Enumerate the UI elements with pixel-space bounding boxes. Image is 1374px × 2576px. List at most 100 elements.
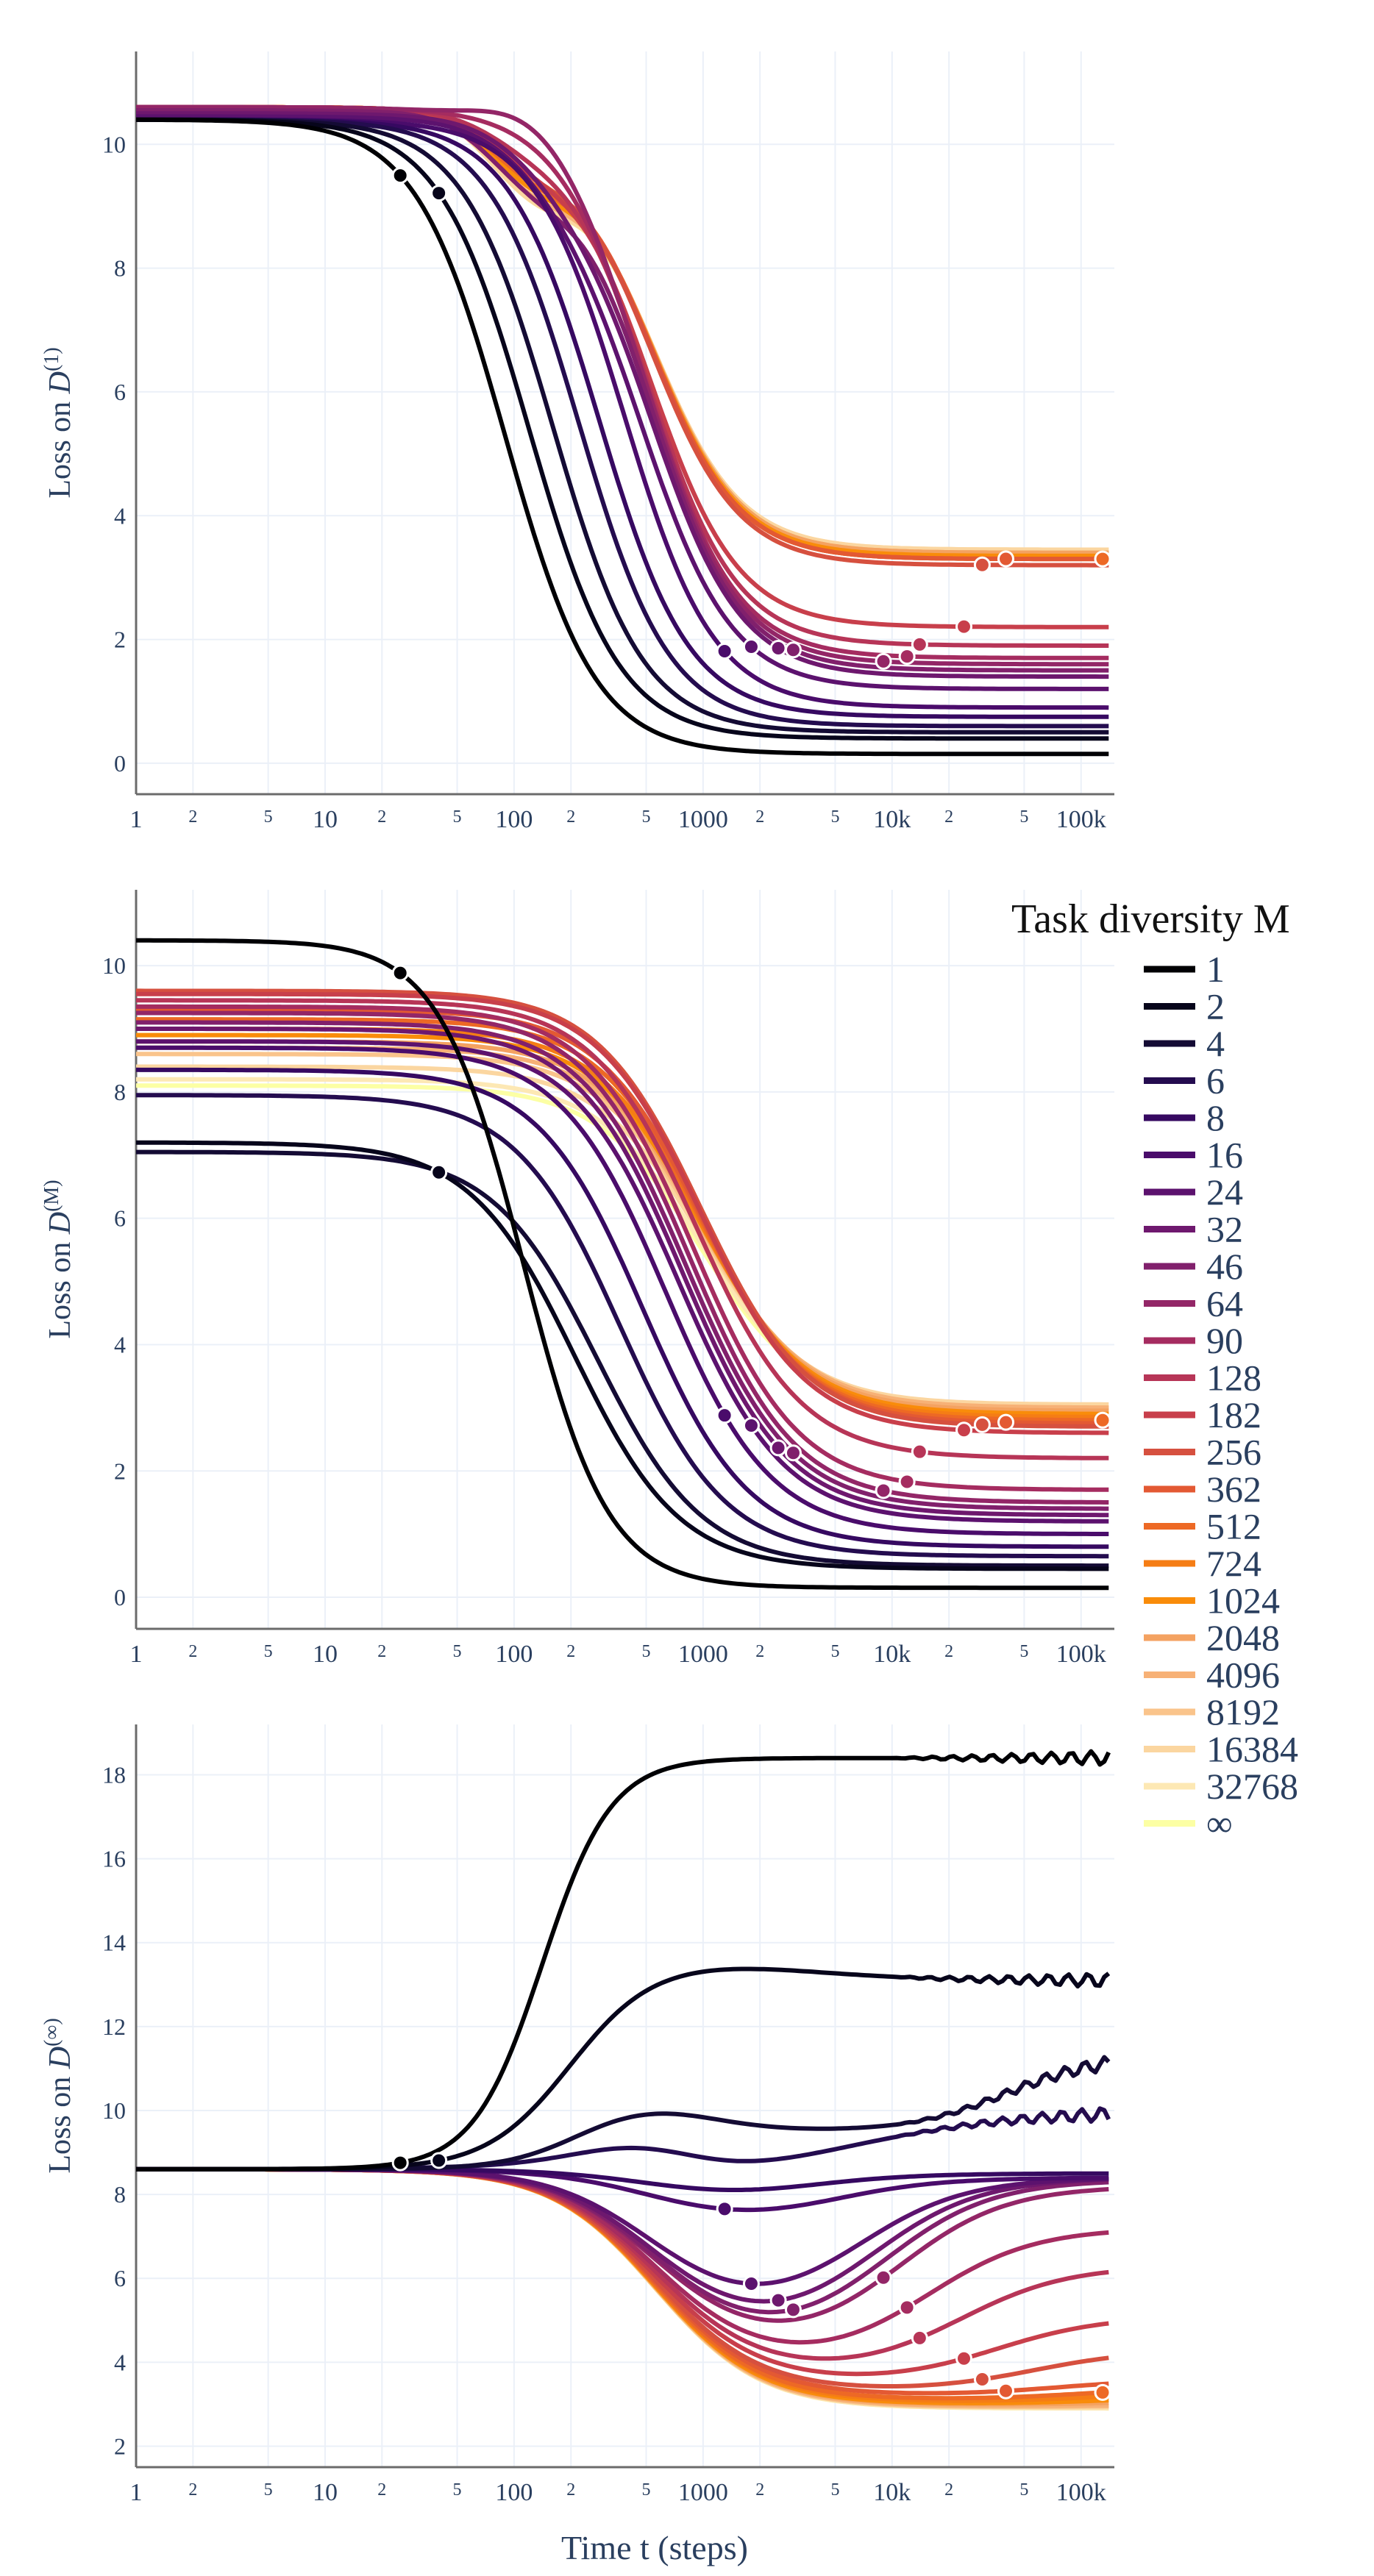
x-tick-label: 5 bbox=[1019, 2480, 1028, 2500]
y-tick-label: 6 bbox=[114, 2265, 126, 2291]
series-line-M-46 bbox=[136, 1020, 1109, 1511]
x-tick-label: 2 bbox=[188, 1642, 197, 1661]
x-tick-label: 100k bbox=[1056, 806, 1106, 833]
legend-label: 2048 bbox=[1206, 1617, 1280, 1658]
x-tick-label: 10 bbox=[313, 806, 338, 833]
legend-label: 182 bbox=[1206, 1394, 1261, 1435]
transition-marker bbox=[875, 1482, 892, 1499]
x-tick-label: 5 bbox=[642, 807, 651, 827]
transition-marker bbox=[742, 2275, 760, 2293]
panel-loss-d1: 1 2 5 10 2 5 100 2 5 1000 2 5 10k 2 5 100k 0 2 4 6 8 10 Loss o… bbox=[40, 51, 1114, 833]
series-line-M-4 bbox=[136, 117, 1109, 735]
y-tick-label: 6 bbox=[114, 1205, 126, 1232]
x-tick-label: 100k bbox=[1056, 1641, 1106, 1668]
legend-label: 90 bbox=[1206, 1320, 1243, 1361]
transition-marker bbox=[391, 167, 409, 185]
y-tick-label: 8 bbox=[114, 255, 126, 282]
series-line-M-2048 bbox=[136, 2166, 1109, 2407]
series-line-M-90 bbox=[136, 1004, 1109, 1492]
y-axis-label: Loss on D(∞) bbox=[40, 2018, 77, 2173]
transition-marker bbox=[973, 556, 991, 574]
y-axis-label: Loss on D(M) bbox=[40, 1180, 77, 1338]
series-line-M-182 bbox=[136, 991, 1109, 1435]
series-line-M-6 bbox=[136, 1093, 1109, 1559]
series-line-M-16384 bbox=[136, 2166, 1109, 2410]
series-line-M-1 bbox=[136, 938, 1109, 1591]
x-tick-label: 2 bbox=[944, 2480, 953, 2500]
transition-marker bbox=[430, 1163, 448, 1181]
transition-marker bbox=[898, 1473, 916, 1491]
series-line-M-32768 bbox=[136, 2166, 1109, 2411]
series-line-M-90 bbox=[136, 104, 1109, 660]
x-tick-label: 2 bbox=[566, 2480, 575, 2500]
x-tick-label: 5 bbox=[642, 1642, 651, 1661]
series-line-M-∞ bbox=[136, 2166, 1109, 2411]
transition-marker bbox=[1094, 550, 1111, 568]
legend-label: 4 bbox=[1206, 1023, 1225, 1064]
transition-marker bbox=[391, 964, 409, 982]
y-axis-label: Loss on D(1) bbox=[40, 347, 77, 498]
series-line-M-24 bbox=[136, 114, 1109, 691]
transition-marker bbox=[997, 2382, 1015, 2400]
x-axis-label: Time t (steps) bbox=[561, 2529, 748, 2566]
x-tick-label: 2 bbox=[188, 807, 197, 827]
transition-marker bbox=[769, 2291, 787, 2309]
series-line-M-128 bbox=[136, 998, 1109, 1460]
transition-marker bbox=[430, 2152, 448, 2169]
legend-label: 1024 bbox=[1206, 1580, 1280, 1621]
legend-label: 8 bbox=[1206, 1097, 1225, 1138]
series-line-M-2 bbox=[136, 1966, 1111, 2172]
series-line-M-4 bbox=[136, 2055, 1111, 2172]
transition-marker bbox=[716, 1407, 733, 1424]
legend-label: 32 bbox=[1206, 1209, 1243, 1250]
series-line-M-2 bbox=[136, 1140, 1109, 1571]
x-tick-label: 2 bbox=[755, 1642, 764, 1661]
transition-marker bbox=[716, 2200, 733, 2218]
x-tick-label: 10k bbox=[873, 2479, 911, 2506]
legend-label: 16 bbox=[1206, 1135, 1243, 1176]
y-tick-label: 4 bbox=[114, 2349, 126, 2375]
series-line-M-4096 bbox=[136, 2166, 1109, 2408]
legend-label: 256 bbox=[1206, 1432, 1261, 1473]
y-tick-label: 8 bbox=[114, 2181, 126, 2208]
y-tick-label: 8 bbox=[114, 1079, 126, 1105]
transition-marker bbox=[716, 642, 733, 660]
series-line-M-256 bbox=[136, 988, 1109, 1429]
y-tick-label: 4 bbox=[114, 1331, 126, 1357]
legend-label: 128 bbox=[1206, 1357, 1261, 1399]
transition-marker bbox=[911, 2329, 928, 2347]
legend-label: 6 bbox=[1206, 1060, 1225, 1102]
y-tick-label: 10 bbox=[102, 2097, 126, 2124]
x-tick-label: 10k bbox=[873, 1641, 911, 1668]
series-line-M-8 bbox=[135, 1067, 1109, 1549]
x-tick-label: 10 bbox=[313, 2479, 338, 2506]
x-tick-label: 1000 bbox=[678, 806, 728, 833]
y-axis-label-symbol: D bbox=[43, 1212, 77, 1235]
x-tick-label: 100k bbox=[1056, 2479, 1106, 2506]
x-tick-label: 5 bbox=[642, 2480, 651, 2500]
y-tick-label: 2 bbox=[114, 2433, 126, 2459]
transition-marker bbox=[898, 2299, 916, 2316]
transition-marker bbox=[911, 1443, 928, 1460]
y-tick-label: 10 bbox=[102, 952, 126, 979]
transition-marker bbox=[875, 652, 892, 670]
x-tick-label: 1 bbox=[130, 806, 143, 833]
transition-marker bbox=[997, 550, 1015, 568]
x-tick-label: 5 bbox=[453, 807, 462, 827]
legend-label: 512 bbox=[1206, 1506, 1261, 1547]
x-tick-label: 1000 bbox=[678, 1641, 728, 1668]
x-tick-label: 2 bbox=[377, 807, 386, 827]
y-axis-label-symbol: D bbox=[43, 2047, 77, 2069]
legend-label: 724 bbox=[1206, 1543, 1261, 1584]
panel-loss-dinf: 1 2 5 10 2 5 100 2 5 1000 2 5 10k 2 5 100k2468101214161… bbox=[40, 1724, 1114, 2506]
transition-marker bbox=[955, 2350, 972, 2367]
series-line-M-16 bbox=[136, 1045, 1109, 1536]
legend-label: 64 bbox=[1206, 1283, 1243, 1324]
x-tick-label: 5 bbox=[264, 807, 273, 827]
series-line-M-24 bbox=[136, 1039, 1109, 1524]
legend-label: 24 bbox=[1206, 1171, 1243, 1213]
transition-marker bbox=[973, 1416, 991, 1433]
x-tick-label: 5 bbox=[453, 2480, 462, 2500]
series-line-M-32 bbox=[136, 111, 1109, 679]
